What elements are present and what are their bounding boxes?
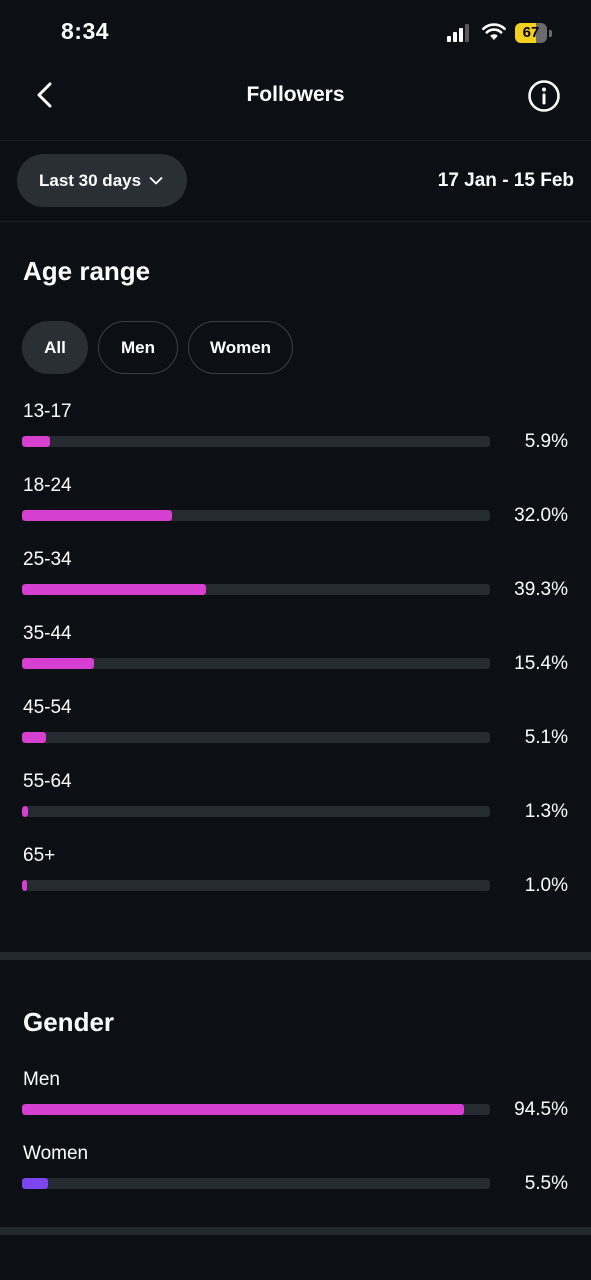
page-title: Followers: [246, 83, 345, 106]
age-row-35-44: 35-44 15.4%: [0, 623, 591, 693]
bar-label: 65+: [23, 845, 56, 866]
bar-label: 13-17: [23, 401, 72, 422]
bar-label: 18-24: [23, 475, 72, 496]
bar-fill: [22, 806, 29, 817]
bar-label: 25-34: [23, 549, 72, 570]
age-row-25-34: 25-34 39.3%: [0, 549, 591, 619]
battery-icon: 67: [515, 23, 553, 43]
bar-fill: [22, 510, 172, 521]
signal-icon: [447, 24, 469, 42]
bar-value: 1.3%: [524, 801, 568, 822]
bar-label: Women: [23, 1143, 89, 1164]
age-row-65-plus: 65+ 1.0%: [0, 845, 591, 915]
age-row-13-17: 13-17 5.9%: [0, 401, 591, 471]
bar-track: [22, 584, 490, 595]
bar-value: 1.0%: [524, 875, 568, 896]
bar-value: 15.4%: [514, 653, 568, 674]
bar-fill: [22, 584, 206, 595]
battery-cap: [549, 30, 552, 37]
bar-label: 35-44: [23, 623, 72, 644]
status-time: 8:34: [61, 18, 110, 44]
bar-value: 5.9%: [524, 431, 568, 452]
status-bar: 8:34 67: [0, 0, 591, 66]
tab-men[interactable]: Men: [98, 321, 178, 374]
bar-track: [22, 658, 490, 669]
battery-level-text: 67: [522, 24, 540, 41]
bar-track: [22, 436, 490, 447]
bar-fill: [22, 880, 27, 891]
age-range-title: Age range: [23, 256, 151, 286]
wifi-icon: [482, 23, 506, 40]
date-range: 17 Jan - 15 Feb: [437, 170, 574, 191]
bar-fill: [22, 732, 46, 743]
back-chevron-icon[interactable]: [28, 78, 62, 112]
age-row-18-24: 18-24 32.0%: [0, 475, 591, 545]
bar-track: [22, 880, 490, 891]
bar-track: [22, 1178, 490, 1189]
section-divider: [0, 952, 591, 960]
bar-value: 5.1%: [524, 727, 568, 748]
period-dropdown[interactable]: Last 30 days: [17, 154, 187, 207]
tab-women[interactable]: Women: [188, 321, 293, 374]
bar-track: [22, 806, 490, 817]
gender-row-women: Women 5.5%: [0, 1143, 591, 1213]
bar-label: 45-54: [23, 697, 72, 718]
age-row-45-54: 45-54 5.1%: [0, 697, 591, 767]
bar-value: 5.5%: [524, 1173, 568, 1194]
gender-title: Gender: [23, 1007, 115, 1037]
bar-track: [22, 510, 490, 521]
info-icon[interactable]: [527, 79, 561, 113]
age-row-55-64: 55-64 1.3%: [0, 771, 591, 841]
bar-fill: [22, 1178, 48, 1189]
bar-label: Men: [23, 1069, 60, 1090]
bar-value: 39.3%: [514, 579, 568, 600]
section-divider: [0, 1227, 591, 1235]
bar-fill: [22, 436, 50, 447]
bar-value: 32.0%: [514, 505, 568, 526]
tab-all[interactable]: All: [22, 321, 88, 374]
chevron-down-icon: [149, 176, 163, 184]
period-dropdown-label: Last 30 days: [39, 170, 142, 190]
bar-track: [22, 1104, 490, 1115]
bar-value: 94.5%: [514, 1099, 568, 1120]
battery-fill: [515, 23, 537, 43]
header: Followers: [0, 66, 591, 141]
bar-track: [22, 732, 490, 743]
gender-row-men: Men 94.5%: [0, 1069, 591, 1139]
bar-fill: [22, 658, 95, 669]
bar-label: 55-64: [23, 771, 72, 792]
filter-row: Last 30 days 17 Jan - 15 Feb: [0, 141, 591, 222]
bar-fill: [22, 1104, 465, 1115]
battery-body: 67: [515, 23, 547, 43]
